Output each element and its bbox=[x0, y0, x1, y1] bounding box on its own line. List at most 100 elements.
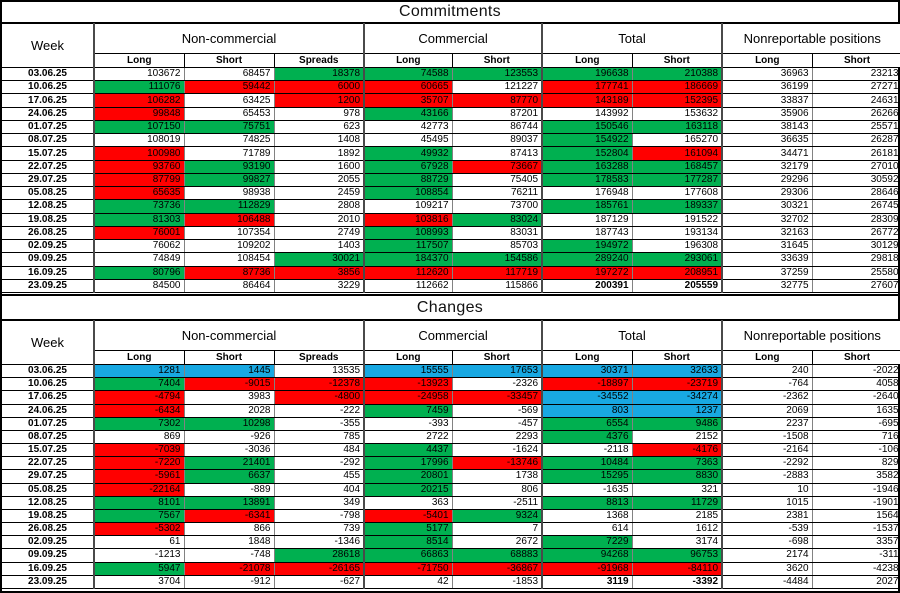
value-cell: 1600 bbox=[273, 159, 365, 174]
value-cell: 87770 bbox=[451, 93, 543, 108]
value-cell: 107150 bbox=[93, 119, 185, 135]
value-cell: 187129 bbox=[541, 212, 633, 227]
value-cell: -7220 bbox=[93, 456, 185, 471]
value-cell: -24958 bbox=[363, 390, 453, 405]
table-row: 02.09.25 76062 109202 1403 117507 85703 194972… bbox=[2, 239, 900, 254]
value-cell: 83024 bbox=[451, 212, 543, 227]
value-cell: 112662 bbox=[363, 278, 453, 294]
value-cell: 8830 bbox=[631, 469, 723, 484]
value-cell: 205559 bbox=[631, 278, 723, 294]
value-cell: 117719 bbox=[451, 265, 543, 280]
value-cell: 240 bbox=[721, 363, 813, 379]
table-row: 26.08.25 76001 107354 2749 108993 83031 187743… bbox=[2, 225, 900, 241]
week-cell: 03.06.25 bbox=[2, 66, 95, 82]
subheader-commercial-long: Long bbox=[363, 53, 453, 68]
value-cell: 1612 bbox=[631, 522, 723, 537]
value-cell: -569 bbox=[451, 403, 543, 418]
value-cell: 2055 bbox=[273, 172, 365, 188]
value-cell: -2511 bbox=[451, 495, 543, 510]
value-cell: -311 bbox=[811, 548, 900, 563]
value-cell: 86464 bbox=[183, 278, 275, 294]
value-cell: 3357 bbox=[811, 535, 900, 550]
value-cell: 111076 bbox=[93, 80, 185, 95]
value-cell: 61 bbox=[93, 535, 185, 550]
value-cell: 1408 bbox=[273, 133, 365, 148]
group-header-commercial: Commercial bbox=[363, 320, 543, 351]
value-cell: 2237 bbox=[721, 416, 813, 431]
table-row: 15.07.25 100980 71789 1892 49932 87413 152804 1… bbox=[2, 146, 900, 161]
value-cell: 100980 bbox=[93, 146, 185, 161]
value-cell: 68457 bbox=[183, 66, 275, 82]
week-cell: 08.07.25 bbox=[2, 429, 95, 445]
commitments-title: Commitments bbox=[2, 2, 898, 23]
value-cell: 11729 bbox=[631, 495, 723, 510]
subheader-total-long: Long bbox=[541, 53, 633, 68]
value-cell: 31645 bbox=[721, 239, 813, 254]
value-cell: 363 bbox=[363, 495, 453, 510]
table-row: 02.09.25 61 1848 -1346 8514 2672 7229 3174 -698 3… bbox=[2, 535, 900, 550]
week-cell: 03.06.25 bbox=[2, 363, 95, 379]
value-cell: 35906 bbox=[721, 106, 813, 121]
table-row: 26.08.25 -5302 866 739 5177 7 614 1612 -539 -1537 bbox=[2, 522, 900, 537]
value-cell: -2640 bbox=[811, 390, 900, 405]
week-cell: 15.07.25 bbox=[2, 146, 95, 161]
value-cell: 10484 bbox=[541, 456, 633, 471]
value-cell: 108993 bbox=[363, 225, 453, 241]
value-cell: 81303 bbox=[93, 212, 185, 227]
value-cell: 7 bbox=[451, 522, 543, 537]
value-cell: -4238 bbox=[811, 561, 900, 576]
value-cell: 115866 bbox=[451, 278, 543, 294]
value-cell: 67928 bbox=[363, 159, 453, 174]
value-cell: 185761 bbox=[541, 199, 633, 214]
value-cell: 35707 bbox=[363, 93, 453, 108]
value-cell: 80796 bbox=[93, 265, 185, 280]
value-cell: 2027 bbox=[811, 574, 900, 590]
value-cell: 25571 bbox=[811, 119, 900, 135]
value-cell: 161094 bbox=[631, 146, 723, 161]
week-cell: 08.07.25 bbox=[2, 133, 95, 148]
value-cell: 7302 bbox=[93, 416, 185, 431]
value-cell: 108019 bbox=[93, 133, 185, 148]
table-row: 01.07.25 107150 75751 623 42773 86744 150546 16… bbox=[2, 119, 900, 135]
value-cell: 208951 bbox=[631, 265, 723, 280]
subheader-commercial-short: Short bbox=[451, 53, 543, 68]
value-cell: 210388 bbox=[631, 66, 723, 82]
value-cell: 806 bbox=[451, 482, 543, 497]
value-cell: 7404 bbox=[93, 377, 185, 392]
subheader-non-commercial-long: Long bbox=[93, 350, 185, 365]
value-cell: -5302 bbox=[93, 522, 185, 537]
value-cell: 197272 bbox=[541, 265, 633, 280]
value-cell: 739 bbox=[273, 522, 365, 537]
value-cell: -36867 bbox=[451, 561, 543, 576]
value-cell: 3119 bbox=[541, 574, 633, 590]
value-cell: 10298 bbox=[183, 416, 275, 431]
table-row: 24.06.25 -6434 2028 -222 7459 -569 803 1237 2069… bbox=[2, 403, 900, 418]
week-cell: 26.08.25 bbox=[2, 522, 95, 537]
value-cell: 153632 bbox=[631, 106, 723, 121]
value-cell: 2381 bbox=[721, 508, 813, 524]
week-cell: 12.08.25 bbox=[2, 495, 95, 510]
value-cell: 27607 bbox=[811, 278, 900, 294]
value-cell: 168457 bbox=[631, 159, 723, 174]
value-cell: -1537 bbox=[811, 522, 900, 537]
value-cell: 33837 bbox=[721, 93, 813, 108]
value-cell: 76001 bbox=[93, 225, 185, 241]
value-cell: 20215 bbox=[363, 482, 453, 497]
value-cell: 106282 bbox=[93, 93, 185, 108]
table-row: 16.09.25 80796 87736 3856 112620 117719 197272… bbox=[2, 265, 900, 280]
week-cell: 16.09.25 bbox=[2, 561, 95, 576]
value-cell: 163288 bbox=[541, 159, 633, 174]
value-cell: 27010 bbox=[811, 159, 900, 174]
value-cell: -6341 bbox=[183, 508, 275, 524]
value-cell: 293061 bbox=[631, 252, 723, 267]
value-cell: -84110 bbox=[631, 561, 723, 576]
week-cell: 17.06.25 bbox=[2, 93, 95, 108]
value-cell: -1508 bbox=[721, 429, 813, 445]
value-cell: -798 bbox=[273, 508, 365, 524]
value-cell: -5401 bbox=[363, 508, 453, 524]
value-cell: -33457 bbox=[451, 390, 543, 405]
subheader-nonreportable-positions-short: Short bbox=[811, 53, 900, 68]
group-header-total: Total bbox=[541, 23, 723, 54]
value-cell: 4437 bbox=[363, 443, 453, 458]
